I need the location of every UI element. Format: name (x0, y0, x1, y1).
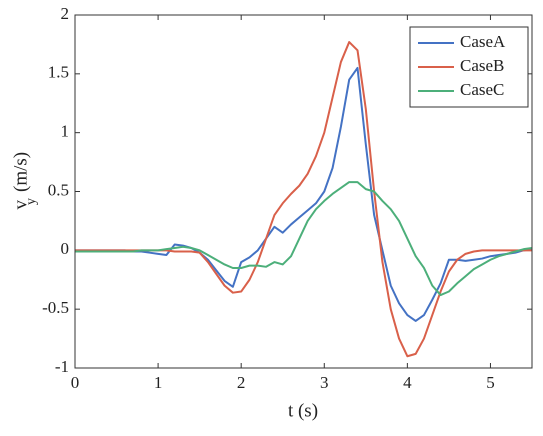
y-label-sub: y (24, 198, 39, 205)
data-line (75, 181, 533, 297)
axes-box (74, 14, 533, 369)
x-tick-label: 0 (71, 373, 80, 392)
y-axis-label: v y (m/s) (10, 152, 39, 210)
x-tick-label: 1 (154, 373, 163, 392)
data-line (75, 66, 533, 322)
legend-label: CaseA (460, 32, 506, 51)
y-label-unit: (m/s) (10, 152, 31, 192)
x-axis-label: t (s) (288, 400, 318, 421)
y-tick-label: 1 (61, 122, 70, 141)
y-tick-label: 0 (61, 239, 70, 258)
y-tick-label: -0.5 (42, 298, 69, 317)
y-tick-label: 0.5 (48, 180, 69, 199)
x-tick-label: 2 (237, 373, 246, 392)
y-tick-label: 1.5 (48, 63, 69, 82)
x-tick-label: 3 (320, 373, 329, 392)
legend: CaseA CaseB CaseC (409, 26, 529, 108)
y-tick-label: -1 (55, 357, 69, 376)
legend-label: CaseC (460, 80, 504, 99)
x-tick-label: 5 (486, 373, 495, 392)
legend-label: CaseB (460, 56, 504, 75)
x-tick-label: 4 (403, 373, 412, 392)
y-tick-label: 2 (61, 4, 70, 23)
y-label-main: v (10, 200, 31, 210)
